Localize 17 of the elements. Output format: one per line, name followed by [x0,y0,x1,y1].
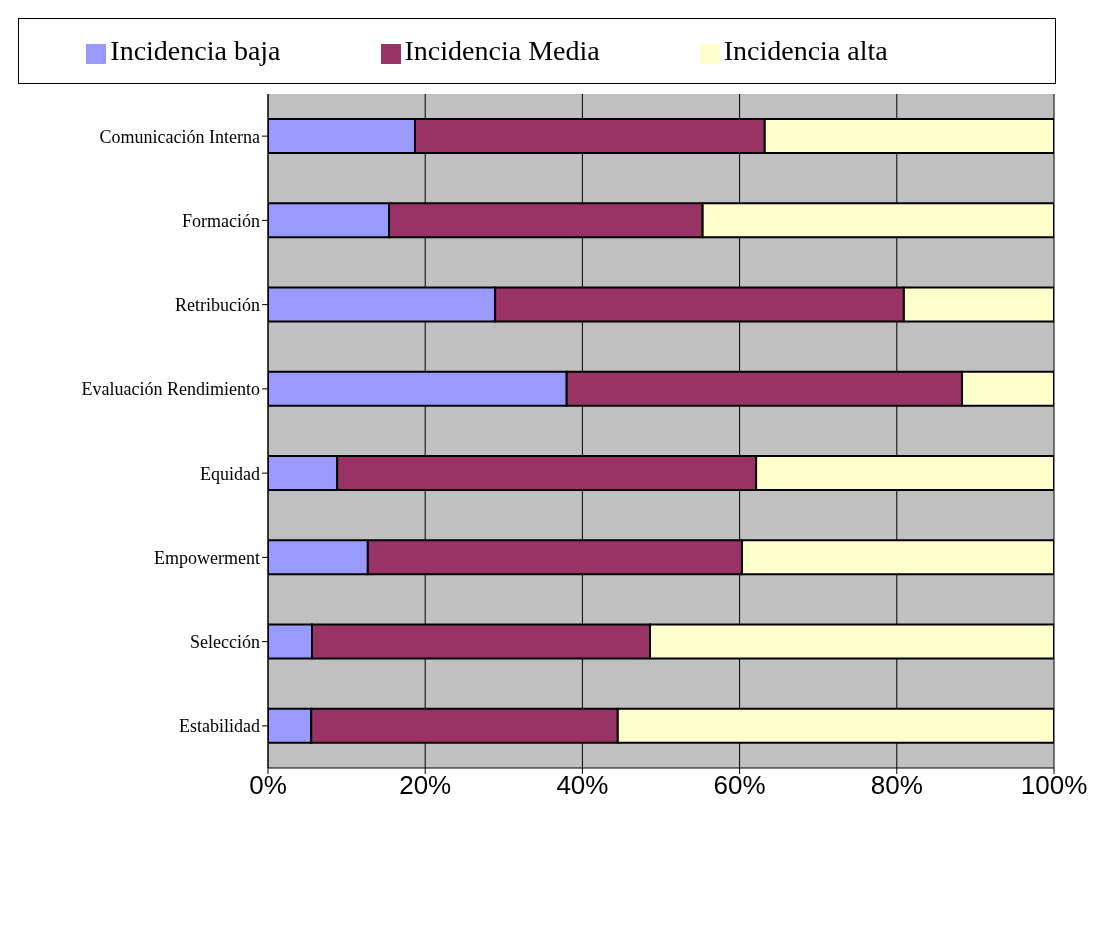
y-tick-label: Formación [182,210,260,231]
y-tick-label: Comunicación Interna [99,126,260,147]
y-tick-label: Estabilidad [179,716,260,737]
x-tick-label: 100% [1020,770,1088,801]
legend-label: Incidencia Media [404,35,600,66]
x-tick-label: 0% [249,770,287,801]
x-tick-label: 80% [870,770,923,801]
y-tick-label: Retribución [175,295,260,316]
x-tick-label: 60% [713,770,766,801]
x-tick-label: 40% [556,770,609,801]
x-tick-label: 20% [399,770,452,801]
y-tick-label: Equidad [200,463,260,484]
y-tick-label: Empowerment [154,547,260,568]
legend-label: Incidencia alta [723,35,888,66]
legend-label: Incidencia baja [110,35,281,66]
y-tick-label: Evaluación Rendimiento [81,379,260,400]
y-tick-label: Selección [190,632,260,653]
